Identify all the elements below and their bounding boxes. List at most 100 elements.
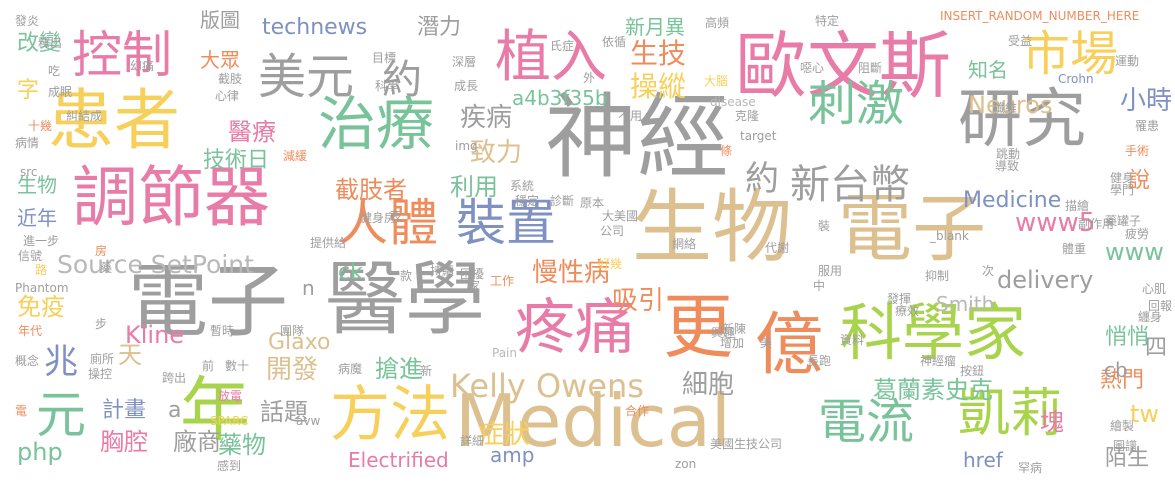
word-blank-190: _blank (930, 229, 969, 243)
word-cjk-30: 兆 (44, 342, 78, 382)
word-cjk-60: 葛蘭素史克 (873, 376, 993, 404)
word-cjk-17: 植入 (495, 25, 607, 90)
word-cjk-199: 罹患 (1135, 119, 1160, 133)
word-cjk-151: 電 (15, 404, 28, 418)
word-cjk-43: 致力 (470, 138, 523, 168)
word-cjk-178: 長跑 (807, 354, 832, 368)
word-cjk-158: 美國生技公司 (710, 437, 783, 451)
word-cjk-2: 醫學 (325, 253, 485, 346)
word-cjk-73: 悄悄 (1105, 325, 1150, 350)
word-glaxo-54: Glaxo (268, 330, 331, 355)
word-cjk-116: 穩定 (515, 194, 540, 208)
word-target-110: target (740, 129, 777, 143)
word-cjk-37: 新月異 (625, 15, 685, 39)
word-cjk-187: 次 (982, 264, 995, 278)
word-cjk-129: 健身房 (360, 211, 397, 225)
word-cjk-126: 病情 (15, 136, 40, 150)
word-cjk-137: 藥 (100, 261, 113, 275)
word-cjk-113: 系統 (510, 179, 535, 193)
word-src-128: src (20, 165, 38, 179)
word-cjk-1: 電子 (128, 255, 288, 348)
word-cjk-72: 熱門 (1100, 368, 1145, 393)
word-cjk-78: 說 (1124, 168, 1149, 190)
word-cjk-166: 代謝 (765, 241, 790, 255)
word-cjk-53: 吸引 (612, 286, 665, 316)
word-cjk-71: 陌生 (1105, 446, 1150, 471)
word-cjk-179: 神經瘤 (920, 354, 957, 368)
word-medicine-48: Medicine (963, 188, 1062, 213)
word-cjk-99: 深層 (452, 55, 477, 69)
word-cjk-142: 概念 (15, 354, 40, 368)
word-a4b3f35b-41: a4b3f35b (512, 86, 608, 110)
word-cjk-171: 美 (760, 336, 773, 350)
word-cjk-148: 放電 (218, 389, 243, 403)
word-cjk-143: 廁所 (90, 352, 115, 366)
word-cjk-66: 藥物 (218, 431, 266, 459)
word-cjk-16: 年 (180, 369, 250, 451)
word-cjk-86: 大眾 (200, 48, 240, 72)
word-cjk-57: 開發 (266, 355, 319, 385)
word-cjk-180: 按鈕 (960, 364, 985, 378)
word-cjk-15: 更 (663, 286, 733, 368)
word-cjk-192: 副作用 (1078, 217, 1115, 231)
word-cjk-132: 進一步 (23, 234, 60, 248)
word-cjk-186: 回報 (1148, 299, 1173, 313)
word-cjk-121: 心律 (215, 89, 240, 103)
word-cjk-131: 提供給 (310, 236, 347, 250)
word-cjk-134: 房 (95, 244, 108, 258)
word-cjk-194: 裝 (818, 219, 831, 233)
word-cjk-130: 夜 (390, 209, 403, 223)
word-cjk-111: 條 (720, 144, 733, 158)
word-cjk-95: 運動 (1115, 54, 1140, 68)
word-cjk-135: 路 (35, 263, 48, 277)
word-cjk-77: 四 (1141, 335, 1166, 357)
word-cjk-87: 版圖 (200, 8, 240, 32)
word-cjk-58: 搶進 (375, 355, 423, 383)
word-cjk-84: 改變 (17, 31, 62, 56)
word-cjk-10: 研究 (958, 83, 1086, 157)
word-cjk-46: 截肢者 (335, 176, 407, 204)
word-cjk-103: 噁心 (800, 61, 825, 75)
word-cjk-0: 神經 (545, 84, 730, 191)
word-cjk-28: 約 (745, 159, 779, 199)
word-href-70: href (963, 448, 1003, 472)
word-cjk-139: 團隊 (280, 324, 305, 338)
word-cjk-101: 外 (583, 71, 596, 85)
word-cjk-122: 成眠 (48, 85, 73, 99)
word-www5-49: www5 (1015, 208, 1096, 238)
word-cjk-14: 億 (755, 306, 824, 385)
word-cjk-24: 電流 (818, 394, 915, 450)
word-cjk-23: 刺激 (808, 76, 905, 132)
word-cjk-45: 技術日 (203, 148, 270, 173)
word-php-69: php (17, 438, 63, 466)
word-cjk-88: 生物 (17, 173, 57, 197)
word-cjk-64: 胸腔 (100, 428, 148, 456)
word-cjk-13: 方法 (330, 380, 450, 450)
word-cjk-146: 數十 (225, 359, 250, 373)
word-sparc-152: SPARC (210, 414, 249, 428)
word-cb-76: cb (1104, 358, 1128, 382)
word-neuros-39: Neuros (968, 91, 1053, 119)
word-cjk-63: 症狀 (478, 420, 531, 450)
word-cjk-12: 疼痛 (515, 293, 635, 363)
word-cjk-27: 約 (382, 57, 422, 103)
word-cjk-34: 潛力 (417, 15, 462, 40)
word-cjk-176: 服用 (818, 264, 843, 278)
word-ck-81: ck (338, 260, 363, 285)
word-cjk-92: 釋出 (38, 36, 63, 50)
word-cjk-3: 生物 (632, 181, 792, 274)
word-delivery-51: delivery (997, 266, 1094, 294)
word-cjk-109: 不用 (618, 109, 643, 123)
word-cjk-18: 美元 (258, 49, 355, 105)
word-cjk-184: 心肌 (1142, 282, 1167, 296)
word-cjk-195: 健身 (1110, 171, 1135, 185)
word-cjk-117: 大美國 (602, 209, 639, 223)
word-cjk-100: 成長 (454, 79, 479, 93)
word-cjk-202: 糾結成 (66, 109, 103, 123)
word-cjk-159: 款 (400, 269, 413, 283)
word-cjk-98: 目標 (372, 51, 397, 65)
word-cjk-150: 新 (420, 364, 433, 378)
word-cjk-52: 慢性病 (532, 258, 611, 288)
word-cjk-193: 藥罐子 (1105, 214, 1142, 228)
